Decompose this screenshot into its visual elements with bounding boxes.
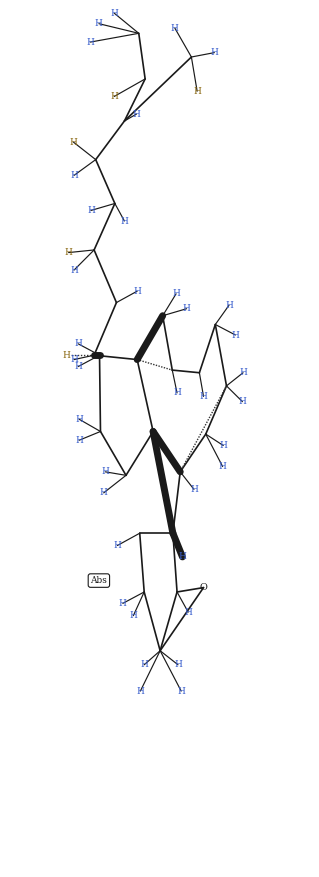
Text: H: H (121, 217, 128, 225)
Text: H: H (173, 389, 181, 397)
Text: H: H (63, 351, 70, 360)
Text: H: H (239, 368, 247, 377)
Text: H: H (219, 462, 226, 471)
Text: H: H (119, 599, 127, 608)
Text: H: H (225, 301, 233, 310)
Text: H: H (130, 611, 137, 620)
Text: H: H (177, 687, 185, 695)
Text: H: H (75, 415, 83, 424)
Text: H: H (110, 9, 118, 18)
Text: H: H (239, 397, 246, 406)
Text: O: O (200, 583, 207, 592)
Text: H: H (140, 660, 148, 669)
Text: H: H (172, 289, 180, 298)
Text: H: H (100, 488, 108, 497)
Text: H: H (133, 287, 141, 296)
Text: H: H (200, 392, 207, 401)
Text: H: H (219, 441, 227, 450)
Text: H: H (65, 248, 72, 257)
Text: H: H (114, 541, 121, 550)
Text: H: H (171, 24, 179, 32)
Text: H: H (184, 608, 192, 617)
Text: H: H (193, 87, 201, 96)
Text: H: H (211, 48, 218, 57)
Text: H: H (70, 355, 78, 364)
Text: H: H (190, 485, 198, 494)
Text: H: H (74, 339, 82, 348)
Text: H: H (87, 206, 95, 215)
Text: H: H (232, 331, 239, 339)
Text: H: H (86, 38, 94, 46)
Text: H: H (137, 687, 144, 695)
Text: H: H (70, 171, 78, 180)
Text: H: H (110, 92, 118, 101)
Text: H: H (174, 660, 182, 669)
Text: H: H (95, 19, 103, 28)
Text: H: H (179, 553, 186, 561)
Text: H: H (101, 467, 109, 476)
Text: H: H (75, 436, 83, 445)
Text: H: H (74, 362, 82, 371)
Text: H: H (133, 110, 140, 118)
Text: H: H (183, 304, 190, 313)
Text: H: H (70, 266, 78, 275)
Text: H: H (70, 138, 77, 146)
Text: Abs: Abs (91, 576, 107, 585)
